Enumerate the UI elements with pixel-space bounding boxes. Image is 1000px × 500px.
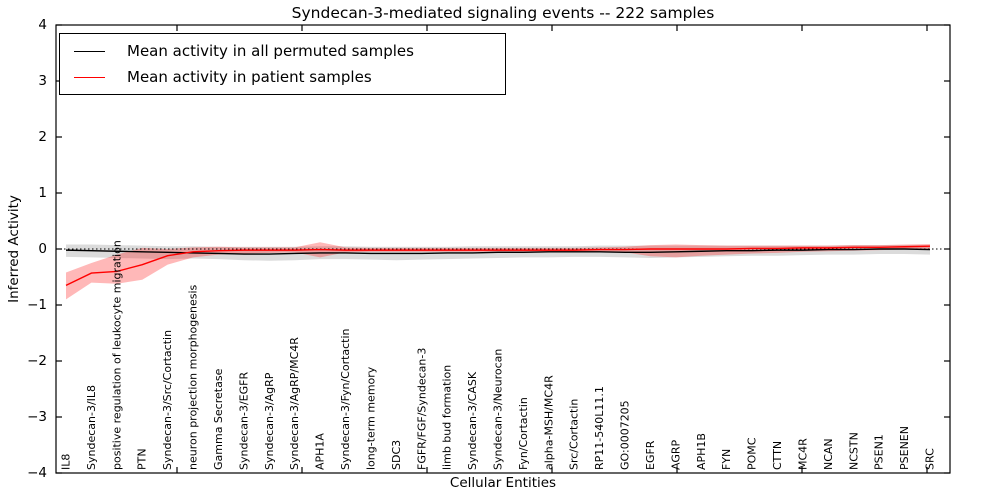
x-tick-label: Src/Cortactin [568, 399, 581, 470]
x-tick-label: GO:0007205 [619, 400, 632, 470]
x-tick-label: AGRP [669, 440, 682, 470]
x-tick-label-group: long-term memory [364, 366, 377, 470]
x-tick-label-group: APH1B [695, 433, 708, 470]
y-tick-label: 4 [38, 17, 47, 33]
x-tick-label-group: Syndecan-3/AgRP [263, 372, 276, 470]
x-tick-label-group: AGRP [669, 440, 682, 470]
x-tick-label-group: alpha-MSH/MC4R [542, 375, 555, 470]
x-tick-label: Syndecan-3/AgRP/MC4R [288, 337, 301, 470]
x-tick-label: NCAN [822, 438, 835, 470]
legend-entry-permuted: Mean activity in all permuted samples [74, 39, 505, 63]
x-tick-label: Syndecan-3/EGFR [237, 372, 250, 470]
x-tick-label-group: RP11-540L11.1 [593, 386, 606, 470]
x-tick-label: positive regulation of leukocyte migrati… [110, 240, 123, 470]
x-tick-label-group: SDC3 [390, 440, 403, 470]
x-tick-label-group: MC4R [796, 438, 809, 470]
x-tick-label: Gamma Secretase [212, 368, 225, 470]
x-tick-label: SDC3 [390, 440, 403, 470]
x-tick-label: alpha-MSH/MC4R [542, 375, 555, 470]
x-tick-label-group: EGFR [644, 440, 657, 470]
x-tick-label-group: Src/Cortactin [568, 399, 581, 470]
x-tick-label: IL8 [60, 454, 73, 470]
x-tick-label-group: Syndecan-3/AgRP/MC4R [288, 337, 301, 470]
x-tick-label: Syndecan-3/AgRP [263, 372, 276, 470]
x-tick-label: Fyn/Cortactin [517, 397, 530, 470]
y-tick-label: −4 [27, 465, 47, 481]
x-tick-label: CTTN [771, 441, 784, 470]
x-tick-label-group: PTN [136, 448, 149, 470]
x-tick-label-group: Syndecan-3/Src/Cortactin [161, 330, 174, 470]
y-tick-label: 3 [38, 73, 47, 89]
x-tick-label-group: neuron projection morphogenesis [187, 284, 200, 470]
x-tick-label: RP11-540L11.1 [593, 386, 606, 470]
x-tick-label-group: PSEN1 [873, 434, 886, 470]
x-tick-label: Syndecan-3/IL8 [85, 385, 98, 470]
legend-label-patient: Mean activity in patient samples [127, 68, 372, 86]
x-tick-label: PSEN1 [873, 434, 886, 470]
y-tick-label: 0 [38, 241, 47, 257]
x-tick-label: NCSTN [847, 432, 860, 470]
x-tick-label-group: SRC [924, 448, 937, 470]
y-tick-label: 2 [38, 129, 47, 145]
x-tick-label: APH1A [314, 433, 327, 470]
x-tick-label: neuron projection morphogenesis [187, 284, 200, 470]
x-tick-label-group: positive regulation of leukocyte migrati… [110, 240, 123, 470]
x-tick-label-group: Syndecan-3/CASK [466, 371, 479, 470]
y-axis-label: Inferred Activity [6, 195, 22, 303]
x-tick-label: PSENEN [898, 426, 911, 470]
x-tick-label: EGFR [644, 440, 657, 470]
chart-title: Syndecan-3-mediated signaling events -- … [291, 4, 715, 22]
x-tick-label: APH1B [695, 433, 708, 470]
x-tick-label: long-term memory [364, 366, 377, 470]
x-tick-label-group: limb bud formation [441, 365, 454, 470]
x-tick-label: limb bud formation [441, 365, 454, 470]
x-tick-label-group: POMC [746, 437, 759, 470]
x-tick-label-group: Syndecan-3/Fyn/Cortactin [339, 328, 352, 470]
patient-mean-line [65, 245, 931, 287]
y-tick-label: −3 [27, 409, 47, 425]
x-tick-label: SRC [924, 448, 937, 470]
permuted-line-swatch [74, 50, 105, 52]
y-tick-label: −1 [27, 297, 47, 313]
y-tick-label: 1 [38, 185, 47, 201]
permuted-mean-line [65, 248, 931, 255]
x-tick-label-group: Syndecan-3/Neurocan [492, 349, 505, 470]
x-tick-label-group: IL8 [60, 454, 73, 470]
x-tick-label-group: Syndecan-3/IL8 [85, 385, 98, 470]
x-tick-label: FGFR/FGF/Syndecan-3 [415, 348, 428, 470]
x-tick-label: MC4R [796, 438, 809, 470]
x-axis-label: Cellular Entities [449, 475, 557, 491]
x-tick-label: Syndecan-3/CASK [466, 371, 479, 470]
x-tick-label: Syndecan-3/Src/Cortactin [161, 330, 174, 470]
x-tick-label-group: NCAN [822, 438, 835, 470]
x-tick-label-group: GO:0007205 [619, 400, 632, 470]
x-tick-label: PTN [136, 448, 149, 470]
x-tick-label-group: Fyn/Cortactin [517, 397, 530, 470]
x-tick-label: POMC [746, 437, 759, 470]
x-tick-label-group: Syndecan-3/EGFR [237, 372, 250, 470]
legend: Mean activity in all permuted samples Me… [59, 33, 506, 95]
x-tick-label-group: FGFR/FGF/Syndecan-3 [415, 348, 428, 470]
x-tick-label-group: NCSTN [847, 432, 860, 470]
x-tick-label: Syndecan-3/Fyn/Cortactin [339, 328, 352, 470]
x-tick-label-group: FYN [720, 449, 733, 470]
x-tick-label-group: CTTN [771, 441, 784, 470]
y-tick-label: −2 [27, 353, 47, 369]
x-tick-label-group: PSENEN [898, 426, 911, 470]
x-tick-label: FYN [720, 449, 733, 470]
legend-label-permuted: Mean activity in all permuted samples [127, 42, 414, 60]
x-tick-label: Syndecan-3/Neurocan [492, 349, 505, 470]
legend-entry-patient: Mean activity in patient samples [74, 65, 505, 89]
x-tick-label-group: APH1A [314, 433, 327, 470]
x-tick-label-group: Gamma Secretase [212, 368, 225, 470]
patient-line-swatch [74, 76, 105, 78]
